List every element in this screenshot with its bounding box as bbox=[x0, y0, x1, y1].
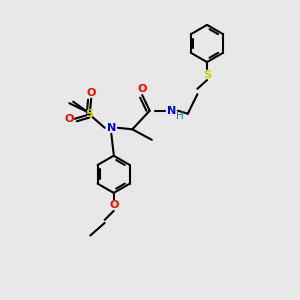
Text: O: O bbox=[86, 88, 96, 98]
Text: H: H bbox=[176, 111, 183, 121]
Text: O: O bbox=[137, 84, 147, 94]
Text: S: S bbox=[86, 109, 94, 119]
Text: N: N bbox=[107, 123, 116, 133]
Text: N: N bbox=[167, 106, 176, 116]
Text: O: O bbox=[109, 200, 118, 211]
Text: O: O bbox=[64, 114, 74, 124]
Text: S: S bbox=[203, 70, 211, 80]
